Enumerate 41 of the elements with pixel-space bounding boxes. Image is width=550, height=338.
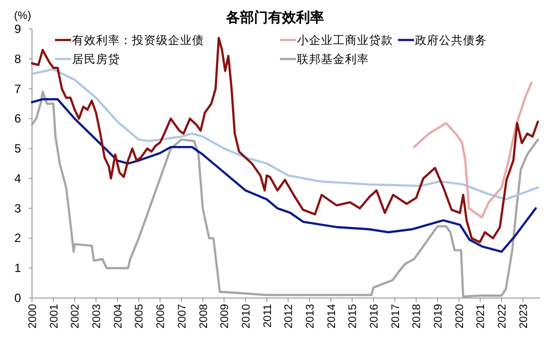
x-tick-label: 2007 <box>176 304 188 328</box>
x-tick-label: 2003 <box>91 304 104 328</box>
x-tick-label: 2001 <box>48 304 60 328</box>
x-tick-label: 2005 <box>134 304 146 328</box>
chart-title: 各部门有效利率 <box>225 9 324 25</box>
legend-label: 政府公共债务 <box>415 33 487 47</box>
x-tick-label: 2016 <box>368 304 381 328</box>
legend-label: 有效利率：投资级企业债 <box>72 33 204 47</box>
x-tick-label: 2002 <box>70 304 82 328</box>
y-tick-label: 1 <box>14 261 22 276</box>
y-axis-title: (%) <box>14 10 32 22</box>
y-tick-label: 5 <box>14 142 22 156</box>
x-tick-label: 2006 <box>155 304 168 328</box>
x-tick-label: 2019 <box>432 304 445 328</box>
legend-label: 小企业工商业贷款 <box>297 33 393 47</box>
x-tick-label: 2012 <box>283 304 296 328</box>
x-tick-label: 2015 <box>347 304 360 328</box>
x-tick-label: 2023 <box>518 304 530 328</box>
x-tick-label: 2021 <box>475 304 488 328</box>
legend-label: 联邦基金利率 <box>297 52 369 66</box>
x-tick-label: 2014 <box>326 304 338 328</box>
x-tick-label: 2013 <box>304 304 316 328</box>
y-tick-label: 3 <box>14 201 22 216</box>
x-tick-label: 2020 <box>454 304 466 328</box>
x-tick-label: 2017 <box>390 304 402 328</box>
x-tick-label: 2022 <box>496 304 509 328</box>
x-tick-label: 2011 <box>262 304 274 328</box>
x-tick-label: 2004 <box>112 304 124 328</box>
y-tick-label: 6 <box>14 112 22 126</box>
x-tick-label: 2010 <box>240 304 252 328</box>
x-tick-label: 2000 <box>27 304 39 328</box>
y-tick-label: 8 <box>14 52 22 66</box>
y-tick-label: 2 <box>14 231 22 246</box>
x-tick-label: 2008 <box>198 304 210 328</box>
x-tick-label: 2018 <box>411 304 424 328</box>
y-tick-label: 9 <box>14 22 22 36</box>
legend-label: 居民房贷 <box>72 52 120 66</box>
y-tick-label: 0 <box>14 291 22 305</box>
y-tick-label: 4 <box>14 171 22 186</box>
x-tick-label: 2009 <box>219 304 232 328</box>
y-tick-label: 7 <box>14 82 22 96</box>
